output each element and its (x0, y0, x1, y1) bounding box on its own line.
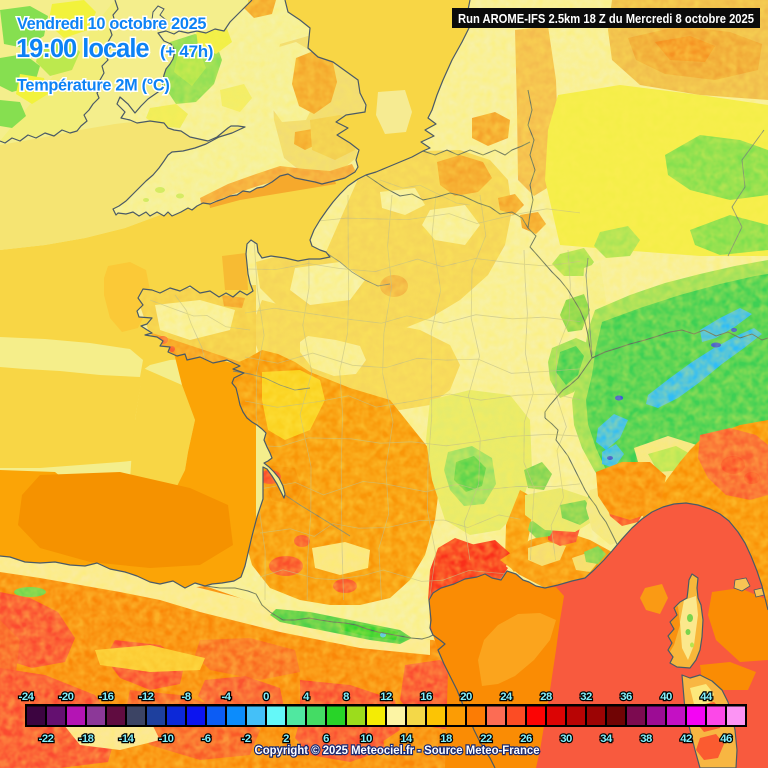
svg-text:4: 4 (303, 691, 310, 703)
svg-text:6: 6 (323, 733, 329, 745)
svg-text:24: 24 (500, 691, 513, 703)
svg-text:22: 22 (480, 733, 492, 745)
svg-text:-6: -6 (201, 733, 210, 745)
svg-text:-14: -14 (119, 733, 135, 745)
svg-text:-12: -12 (139, 691, 154, 703)
svg-text:-8: -8 (181, 691, 190, 703)
svg-text:46: 46 (720, 733, 732, 745)
svg-text:30: 30 (560, 733, 572, 745)
svg-text:10: 10 (360, 733, 372, 745)
svg-text:-18: -18 (79, 733, 94, 745)
svg-text:-22: -22 (39, 733, 54, 745)
svg-text:16: 16 (420, 691, 432, 703)
svg-text:-20: -20 (59, 691, 74, 703)
svg-text:38: 38 (640, 733, 652, 745)
svg-text:44: 44 (700, 691, 713, 703)
svg-text:28: 28 (540, 691, 552, 703)
svg-text:Vendredi 10 octobre 2025: Vendredi 10 octobre 2025 (17, 15, 206, 33)
svg-text:2: 2 (283, 733, 289, 745)
svg-text:19:00 locale: 19:00 locale (16, 35, 149, 63)
svg-text:-24: -24 (19, 691, 35, 703)
svg-text:36: 36 (620, 691, 632, 703)
svg-text:26: 26 (520, 733, 532, 745)
svg-text:-2: -2 (241, 733, 250, 745)
svg-text:32: 32 (580, 691, 592, 703)
svg-text:12: 12 (380, 691, 392, 703)
svg-text:20: 20 (460, 691, 472, 703)
svg-text:42: 42 (680, 733, 692, 745)
svg-text:14: 14 (400, 733, 413, 745)
svg-text:Run AROME-IFS 2.5km 18 Z du Me: Run AROME-IFS 2.5km 18 Z du Mercredi 8 o… (458, 11, 754, 26)
svg-text:(+ 47h): (+ 47h) (160, 42, 213, 61)
svg-text:34: 34 (600, 733, 613, 745)
svg-text:-10: -10 (159, 733, 174, 745)
svg-text:Copyright © 2025 Meteociel.fr: Copyright © 2025 Meteociel.fr - Source M… (255, 743, 540, 757)
svg-text:-16: -16 (99, 691, 114, 703)
svg-text:18: 18 (440, 733, 452, 745)
svg-text:8: 8 (343, 691, 349, 703)
svg-text:-4: -4 (221, 691, 231, 703)
svg-text:Température 2M (°C): Température 2M (°C) (17, 77, 170, 95)
svg-text:40: 40 (660, 691, 672, 703)
svg-text:0: 0 (263, 691, 269, 703)
